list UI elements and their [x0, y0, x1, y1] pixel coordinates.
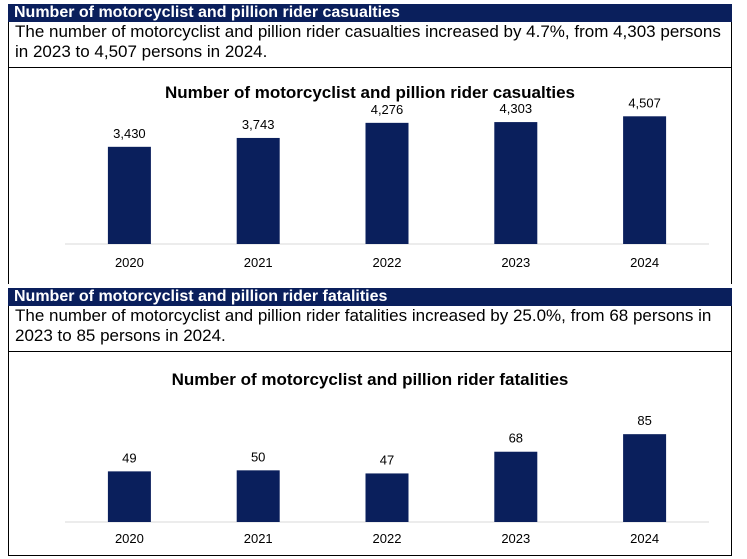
- fatalities-chart-container: Number of motorcyclist and pillion rider…: [8, 352, 732, 556]
- chart-title: Number of motorcyclist and pillion rider…: [165, 83, 575, 102]
- x-tick-label: 2021: [244, 531, 273, 546]
- data-label: 85: [637, 413, 651, 428]
- data-label: 47: [380, 452, 394, 467]
- fatalities-bar-chart: Number of motorcyclist and pillion rider…: [65, 370, 709, 546]
- x-tick-label: 2024: [630, 531, 659, 546]
- x-tick-label: 2020: [115, 255, 144, 270]
- data-label: 4,303: [500, 101, 533, 116]
- bar: [365, 473, 409, 522]
- bar: [494, 451, 538, 522]
- casualties-section-header: Number of motorcyclist and pillion rider…: [8, 4, 732, 22]
- data-label: 68: [509, 431, 523, 446]
- data-label: 3,430: [113, 126, 146, 141]
- data-label: 3,743: [242, 117, 275, 132]
- data-label: 4,507: [628, 95, 661, 110]
- bar: [107, 146, 151, 244]
- data-label: 50: [251, 449, 265, 464]
- bar: [494, 122, 538, 244]
- casualties-chart-container: Number of motorcyclist and pillion rider…: [8, 68, 732, 284]
- data-label: 4,276: [371, 102, 404, 117]
- bar: [365, 122, 409, 244]
- fatalities-summary-text: The number of motorcyclist and pillion r…: [8, 306, 732, 352]
- fatalities-section-header: Number of motorcyclist and pillion rider…: [8, 288, 732, 306]
- x-tick-label: 2023: [501, 531, 530, 546]
- x-tick-label: 2024: [630, 255, 659, 270]
- casualties-summary-text: The number of motorcyclist and pillion r…: [8, 22, 732, 68]
- x-tick-label: 2023: [501, 255, 530, 270]
- chart-title: Number of motorcyclist and pillion rider…: [172, 370, 569, 389]
- bar: [623, 434, 667, 522]
- data-label: 49: [122, 450, 136, 465]
- bar: [107, 471, 151, 522]
- x-tick-label: 2020: [115, 531, 144, 546]
- casualties-bar-chart: Number of motorcyclist and pillion rider…: [65, 83, 709, 270]
- x-tick-label: 2022: [373, 531, 402, 546]
- x-tick-label: 2022: [373, 255, 402, 270]
- bar: [623, 116, 667, 244]
- x-tick-label: 2021: [244, 255, 273, 270]
- bar: [236, 470, 280, 522]
- bar: [236, 137, 280, 244]
